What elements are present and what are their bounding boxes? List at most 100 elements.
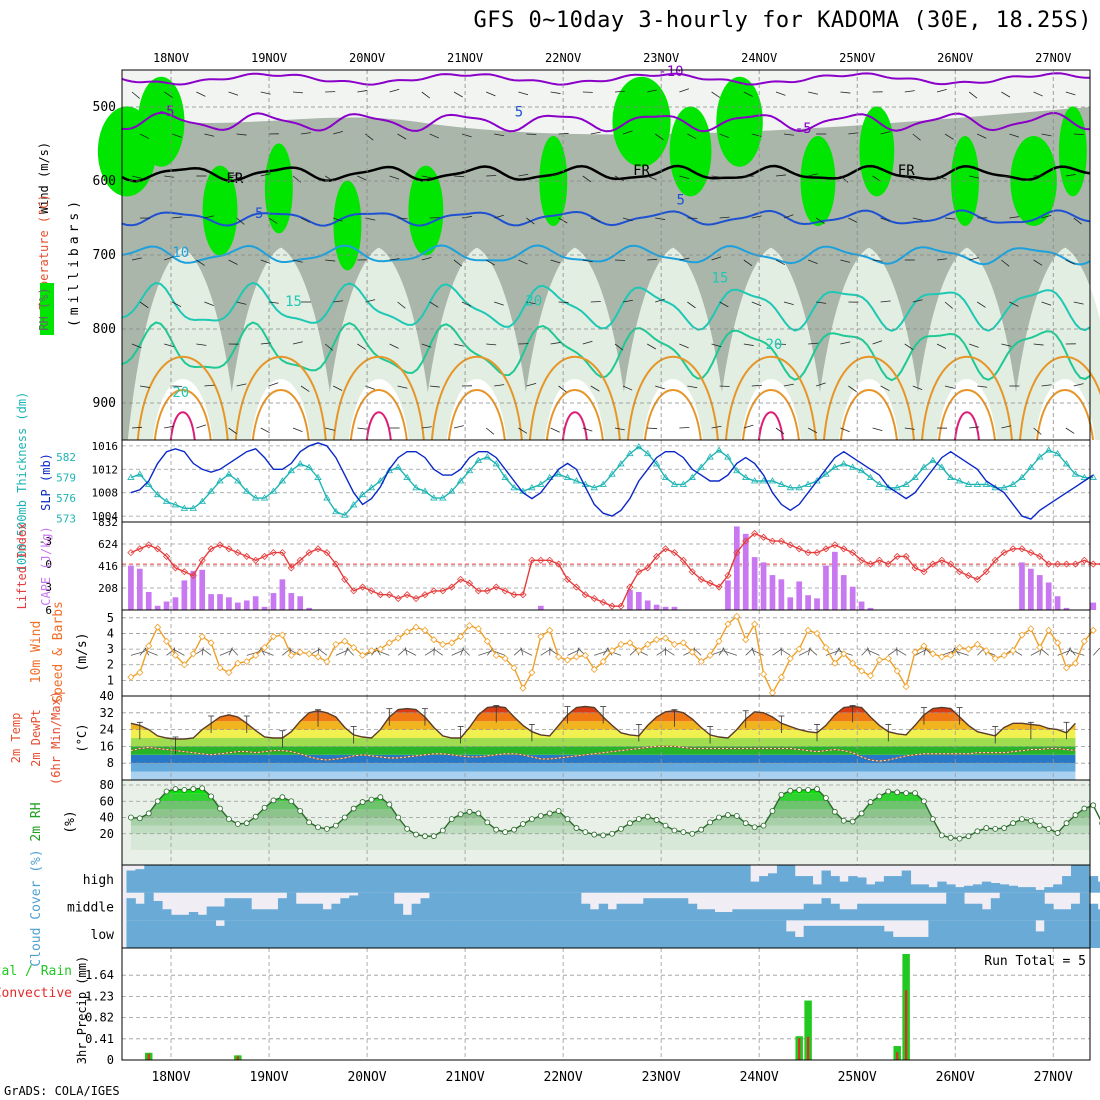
- wind-barb: [912, 299, 923, 303]
- li-line-point: [813, 549, 821, 557]
- thickness-line-point: [1027, 463, 1035, 470]
- thickness-line-point: [145, 480, 153, 487]
- rh-line-point: [903, 790, 910, 797]
- wind-barb: [1033, 91, 1043, 97]
- cape-bar: [172, 597, 179, 610]
- cloud-middle-cell: [901, 903, 912, 921]
- thickness-line-point: [332, 507, 340, 515]
- cloud-high-cell: [491, 865, 502, 893]
- cloud-middle-cell: [456, 892, 466, 921]
- thickness-line-point: [207, 487, 215, 494]
- cloud-high-cell: [1097, 881, 1100, 893]
- thickness-line-point: [225, 470, 233, 477]
- cape-bar: [671, 606, 678, 610]
- cloud-high-cell: [768, 873, 778, 893]
- cloud-low-cell: [384, 920, 395, 948]
- cloud-high-cell: [598, 865, 609, 893]
- li-line-point: [332, 560, 340, 568]
- thickness-line-point: [724, 453, 732, 460]
- wind-speed-line-point: [189, 650, 197, 658]
- cloud-middle-cell: [1053, 909, 1063, 921]
- li-tick: 0: [45, 558, 52, 571]
- wind-barb: [912, 217, 923, 221]
- wind-barb: [268, 301, 279, 304]
- cloud-low-cell: [456, 920, 466, 948]
- wind-tick: 5: [107, 611, 114, 625]
- day-label-bottom: 25NOV: [838, 1070, 877, 1085]
- temp-contour-30: [251, 389, 310, 441]
- rh-line-point: [635, 816, 642, 823]
- cloud-high-cell: [153, 865, 163, 893]
- wind-barb: [904, 427, 915, 430]
- thickness-line-point: [1071, 470, 1080, 477]
- wind-barb: [711, 175, 722, 178]
- wind-speed-line-point: [1045, 626, 1053, 634]
- cloud-low-cell: [1088, 920, 1099, 948]
- wind-barb: [655, 385, 665, 390]
- wind-speed-line-point: [822, 643, 830, 652]
- cape-bar: [760, 562, 767, 610]
- li-line-point: [608, 602, 616, 610]
- cape-tick: 416: [98, 560, 118, 573]
- cloud-low-cell: [625, 920, 635, 948]
- rh-humid-patch: [137, 76, 185, 167]
- li-line-point: [510, 591, 518, 599]
- temp-contour-30: [447, 389, 506, 441]
- cape-bar: [261, 606, 268, 610]
- cloud-low-cell: [964, 920, 974, 948]
- cloud-low-cell: [616, 920, 626, 948]
- wind-barb: [840, 91, 851, 94]
- cloud-low-cell: [1062, 920, 1072, 948]
- rh-line-point: [965, 833, 972, 840]
- cloud-middle-cell: [759, 909, 769, 921]
- wind-speed-line-point: [207, 639, 215, 647]
- cloud-high-cell: [215, 865, 225, 893]
- cloud-high-cell: [874, 881, 885, 893]
- cloud-low-cell: [714, 920, 724, 948]
- cloud-low-cell: [670, 920, 680, 948]
- wind-barb: [969, 426, 980, 429]
- cloud-high-cell: [260, 865, 270, 893]
- thickness-line-point: [715, 446, 723, 453]
- wind-barb: [614, 427, 625, 431]
- thickness-line-point: [260, 494, 269, 501]
- cape-bar: [725, 580, 731, 610]
- cloud-high-cell: [607, 865, 618, 893]
- wind-barb: [268, 382, 279, 387]
- cape-bar: [190, 570, 197, 610]
- wind-speed-line-point: [216, 664, 224, 672]
- cape-bar: [867, 607, 874, 610]
- thickness-line-point: [1009, 480, 1017, 487]
- wind-barb: [204, 133, 215, 137]
- precip-tick: 0.82: [85, 1011, 114, 1025]
- thickness-line-point: [367, 484, 376, 491]
- wind-speed-line-point: [474, 625, 482, 633]
- wind-speed-line-point: [234, 659, 242, 667]
- thickness-line-point: [742, 473, 750, 480]
- wind-speed-line-point: [359, 651, 367, 659]
- li-line-point: [956, 568, 964, 576]
- wind-barb: [711, 425, 722, 429]
- li-line-point: [688, 568, 696, 576]
- wind-speed-line-point: [956, 643, 964, 652]
- li-line-point: [287, 564, 295, 572]
- cloud-middle-cell: [803, 903, 814, 921]
- wind-speed-line-point: [269, 633, 278, 641]
- cloud-low-cell: [206, 920, 217, 948]
- rh-dry-dome: [225, 247, 336, 440]
- li-line-point: [733, 549, 741, 557]
- cape-bar: [252, 596, 259, 610]
- rh-line-point: [626, 820, 633, 827]
- precip-tick: 0: [107, 1053, 114, 1067]
- wind-barb: [647, 343, 657, 350]
- rh-line-point: [938, 832, 945, 839]
- wind-speed-line-point: [679, 639, 687, 647]
- cape-bar: [145, 592, 152, 610]
- wind-barb: [1033, 259, 1043, 266]
- wind-barb: [397, 385, 408, 389]
- li-line-point: [216, 541, 224, 549]
- thickness-line-point: [688, 473, 696, 480]
- cloud-middle-cell: [402, 914, 413, 921]
- cloud-middle-cell: [518, 892, 528, 921]
- wind-barb: [941, 650, 955, 656]
